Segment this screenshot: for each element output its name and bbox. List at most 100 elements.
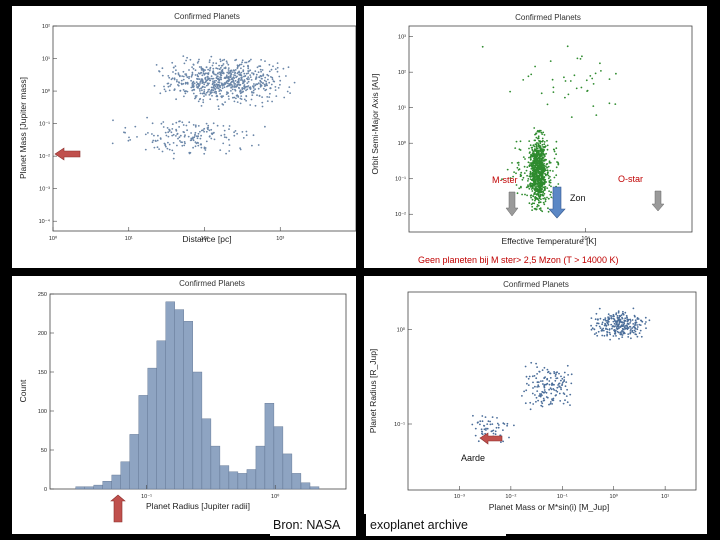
data-point [562,402,565,405]
data-point [204,78,207,80]
data-point [534,153,537,156]
data-point [224,101,227,103]
data-point [220,134,223,137]
data-point [595,114,598,116]
data-point [609,333,612,336]
data-point [536,187,539,190]
histogram-bar [201,418,212,490]
data-point [529,164,532,167]
data-point [276,66,279,69]
data-point [184,90,187,93]
data-point [202,99,205,101]
data-point [207,90,209,93]
data-point [246,85,249,88]
data-point [225,60,228,63]
data-point [607,323,610,326]
data-point [629,325,631,328]
data-point [219,72,222,75]
data-point [538,185,541,188]
data-point [183,95,185,98]
data-point [535,155,538,158]
data-point [233,82,236,85]
data-point [283,96,286,99]
data-point [176,144,178,147]
data-point [219,60,222,63]
data-point [543,386,546,389]
data-point [249,86,252,88]
data-point [196,62,199,64]
data-point [496,422,499,425]
data-point [203,127,206,130]
data-point [542,383,544,385]
data-point [547,171,549,174]
data-point [563,76,565,79]
x-tick-label: 10⁴ [581,235,590,242]
data-point [239,147,242,150]
data-point [535,142,538,144]
data-point [645,327,647,330]
data-point [481,430,483,433]
histogram-bar [75,486,85,490]
data-point [625,314,628,317]
data-point [595,324,598,327]
data-point [549,401,552,403]
data-point [605,324,608,327]
data-point [547,177,550,180]
data-point [243,80,246,83]
data-point [541,185,543,187]
data-point [193,82,196,85]
data-point [214,73,217,76]
data-point [634,333,637,335]
data-point [541,405,544,408]
data-point [208,82,210,85]
data-point [240,76,243,79]
data-point [236,81,239,84]
data-point [177,72,180,74]
data-point [236,101,239,103]
data-point [558,372,560,375]
data-point [535,208,538,211]
data-point [533,145,536,148]
data-point [641,320,644,323]
data-point [197,100,200,103]
data-point [259,83,262,85]
data-point [197,144,200,147]
data-point [531,198,534,201]
data-point [274,68,277,70]
data-point [565,395,568,397]
data-point [220,78,223,81]
data-point [184,142,186,145]
data-point [617,319,619,322]
data-point [536,178,539,181]
data-point [163,88,166,91]
data-point [537,385,540,388]
data-point [261,69,264,71]
data-point [216,124,219,127]
data-point [288,86,291,88]
data-point [209,79,211,82]
data-point [515,172,517,175]
data-point [529,144,532,147]
data-point [545,174,547,177]
data-point [526,194,528,197]
data-point [228,72,231,74]
data-point [537,192,539,195]
data-point [535,182,538,185]
data-point [545,165,547,168]
data-point [590,317,593,319]
data-point [540,380,542,382]
data-point [233,85,236,87]
data-point [232,96,234,99]
data-point [548,403,550,406]
data-point [595,312,598,315]
data-point [251,72,253,74]
data-point [593,333,596,335]
data-point [612,320,615,323]
data-point [626,320,629,323]
data-point [597,318,599,320]
data-point [549,175,551,178]
data-point [254,78,257,80]
data-point [528,202,531,205]
data-point [196,74,199,76]
left-arrow-icon-earth [479,432,503,445]
